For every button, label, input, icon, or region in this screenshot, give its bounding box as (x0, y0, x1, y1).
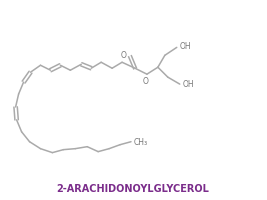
Text: O: O (121, 51, 127, 60)
Text: CH₃: CH₃ (134, 138, 148, 147)
Text: OH: OH (180, 42, 191, 51)
Text: 2-ARACHIDONOYLGLYCEROL: 2-ARACHIDONOYLGLYCEROL (57, 184, 209, 194)
Text: OH: OH (183, 80, 194, 89)
Text: O: O (143, 77, 149, 86)
